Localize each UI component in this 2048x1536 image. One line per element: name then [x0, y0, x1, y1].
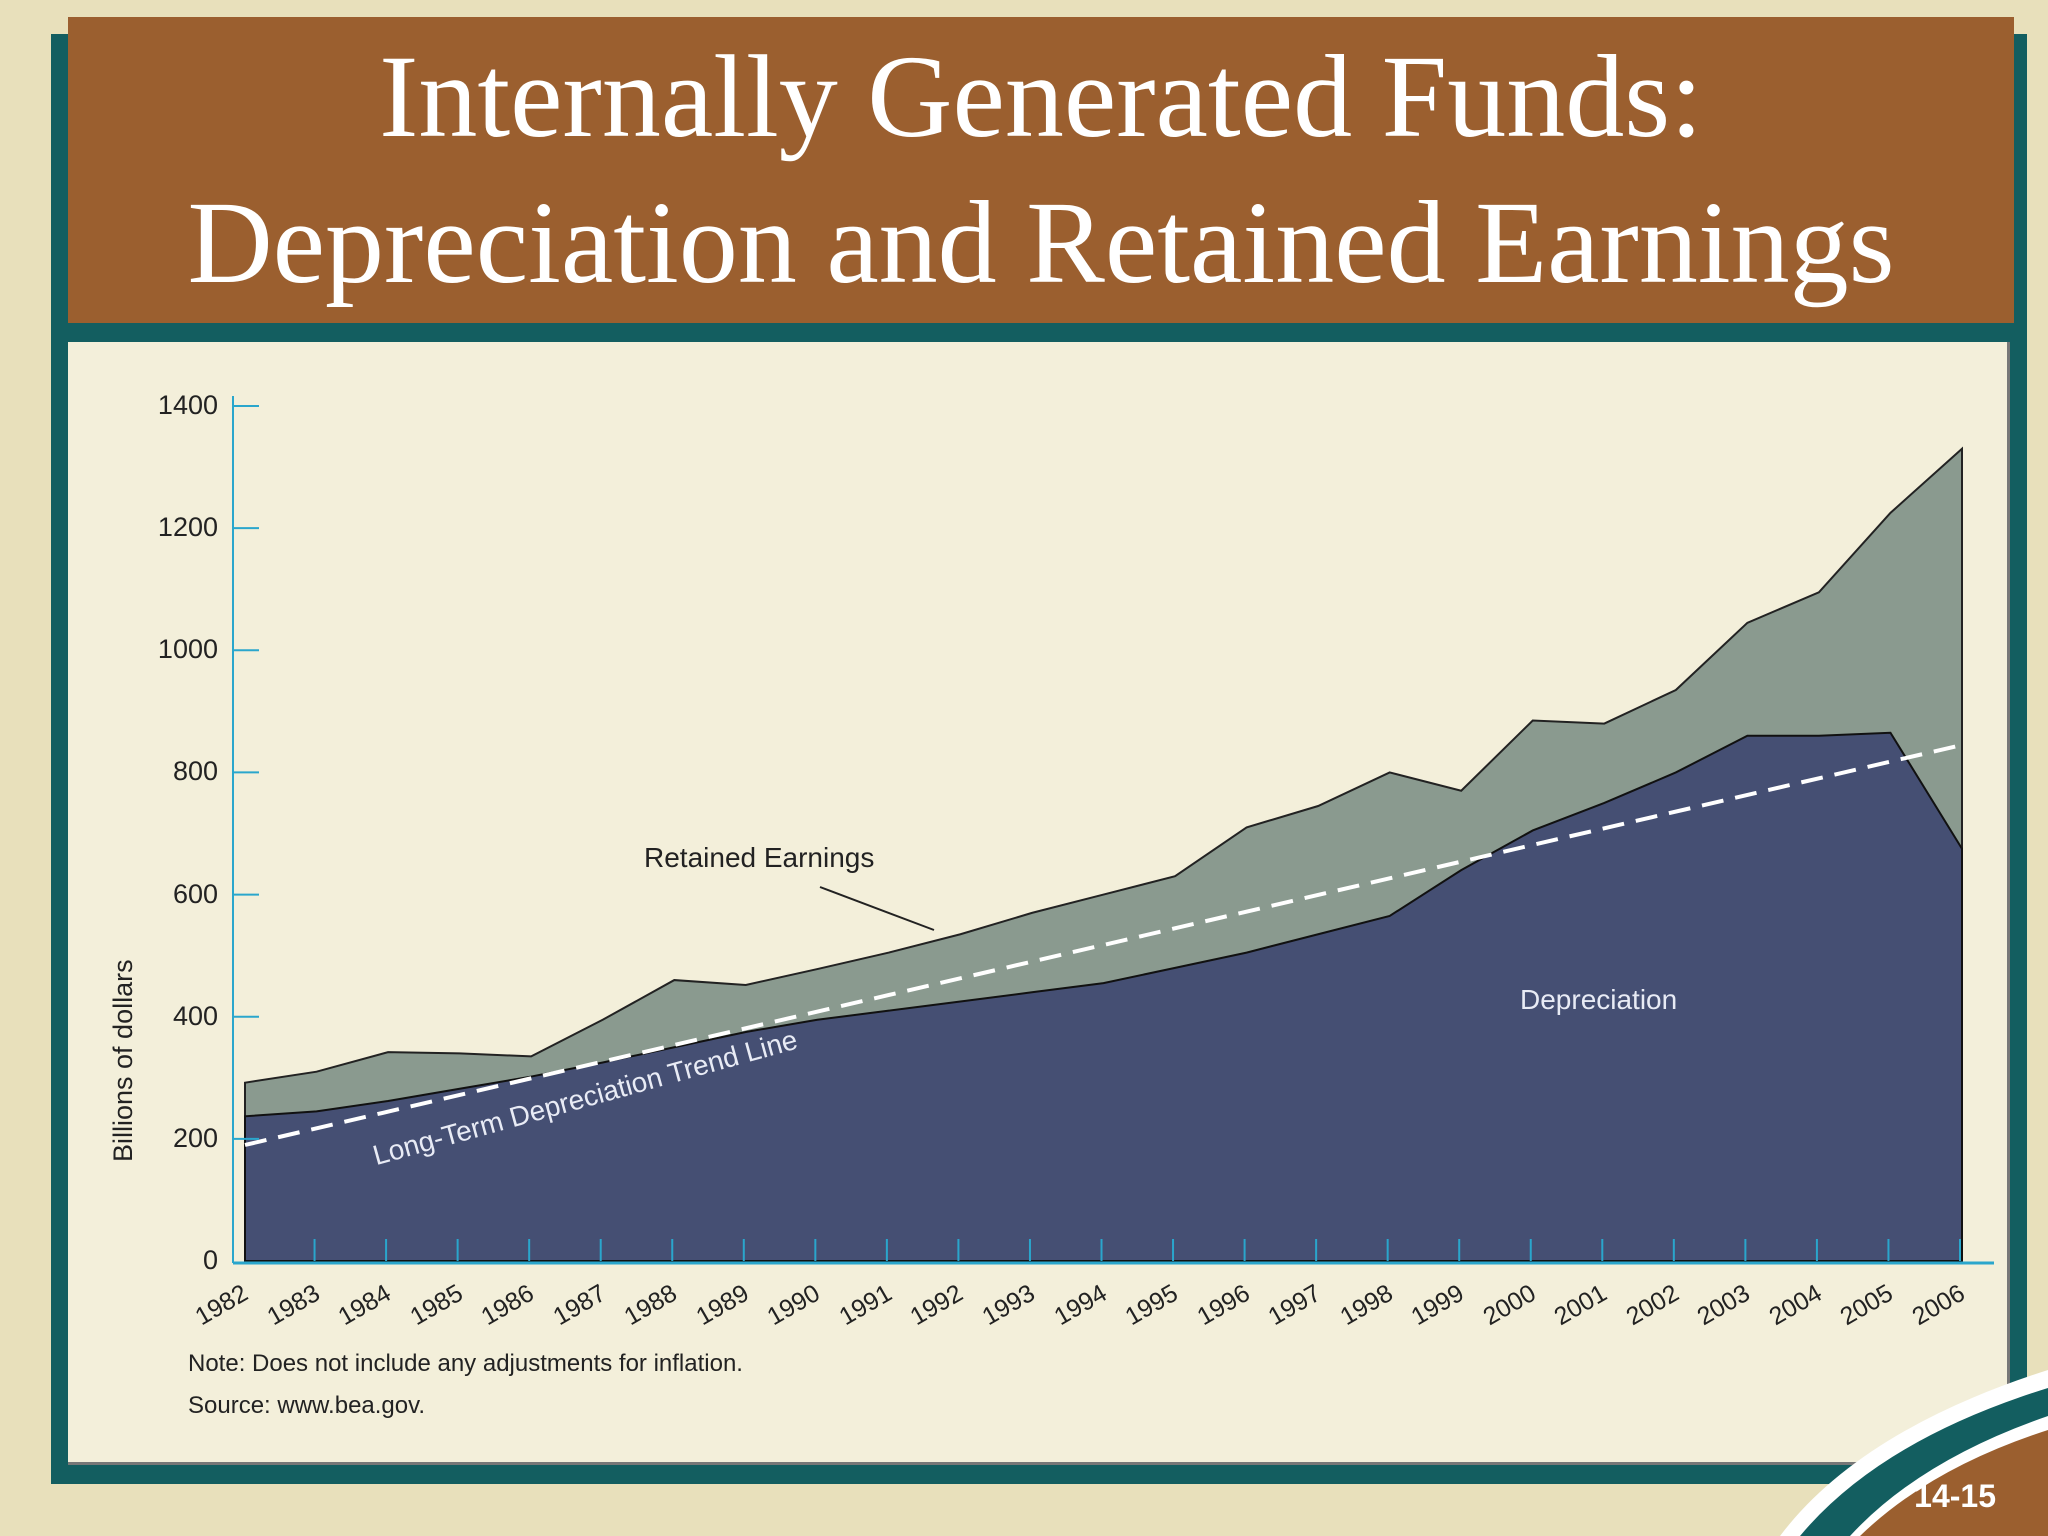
y-tick-label: 400 [172, 1000, 218, 1031]
title-bar: Internally Generated Funds: Depreciation… [68, 17, 2014, 323]
y-tick-label: 0 [202, 1245, 218, 1275]
corner-decoration [1780, 1370, 2048, 1536]
y-tick-label: 1000 [157, 634, 218, 665]
y-tick-label: 1400 [157, 390, 218, 420]
depreciation-label: Depreciation [1520, 984, 1678, 1015]
y-tick-label: 800 [172, 756, 218, 787]
depreciation-area [244, 731, 1963, 1262]
y-axis-title: Billions of dollars [108, 959, 138, 1162]
retained-earnings-leader [819, 886, 935, 931]
y-tick-label: 200 [172, 1122, 218, 1153]
chart-source: Source: www.bea.gov. [188, 1392, 426, 1419]
slide-number: 14-15 [1914, 1478, 1996, 1514]
slide-title-line-1: Internally Generated Funds: [379, 31, 1703, 162]
area-chart [232, 396, 1994, 1265]
chart-panel: 0 200 400 600 800 1000 1200 1400 Billions of do… [68, 342, 2010, 1465]
y-tick-label: 600 [172, 878, 218, 909]
trend-line [244, 742, 1963, 1147]
chart-note: Note: Does not include any adjustments f… [188, 1350, 743, 1377]
slide-title-line-2: Depreciation and Retained Earnings [187, 177, 1895, 308]
retained-earnings-label: Retained Earnings [644, 842, 875, 873]
y-tick-label: 1200 [157, 512, 218, 543]
